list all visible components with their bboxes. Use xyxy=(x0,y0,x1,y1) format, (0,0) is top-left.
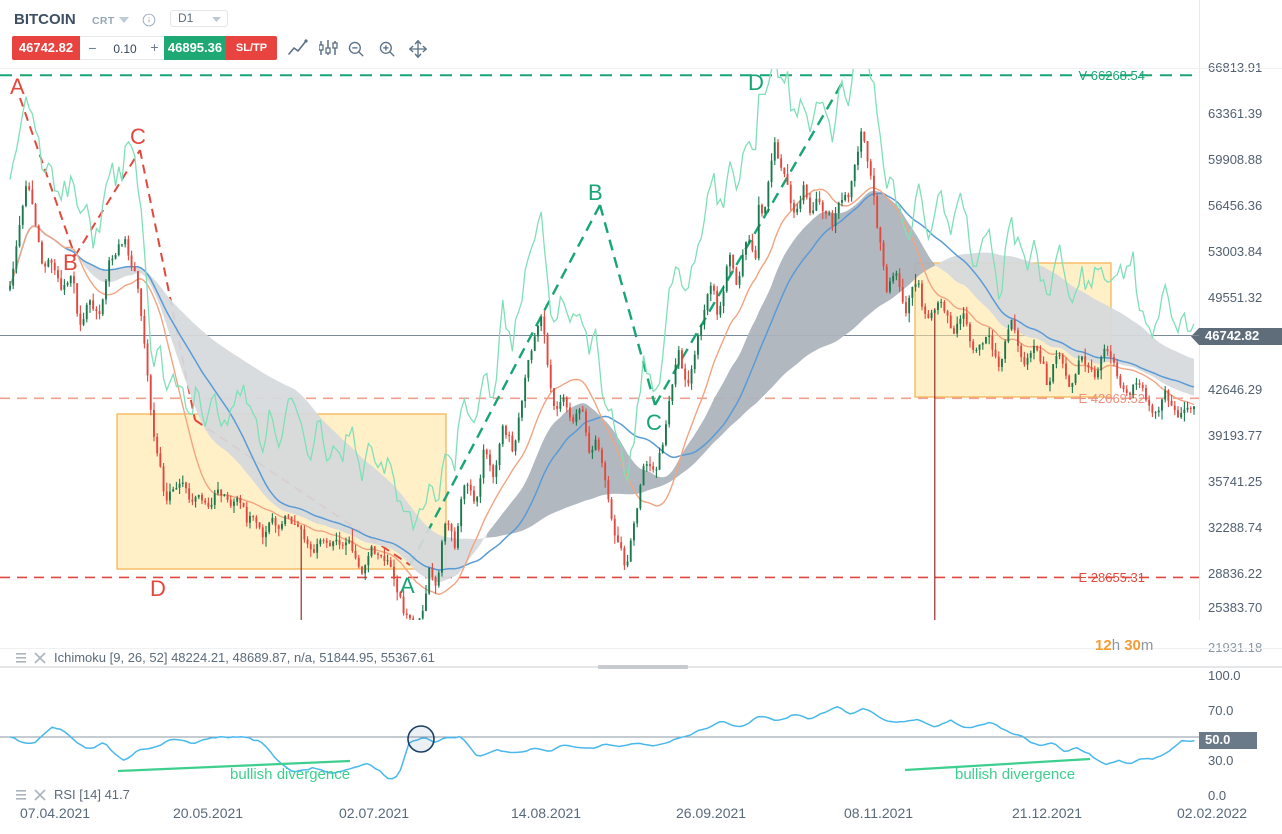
svg-text:bullish divergence: bullish divergence xyxy=(230,766,350,783)
svg-text:bullish divergence: bullish divergence xyxy=(955,766,1075,783)
